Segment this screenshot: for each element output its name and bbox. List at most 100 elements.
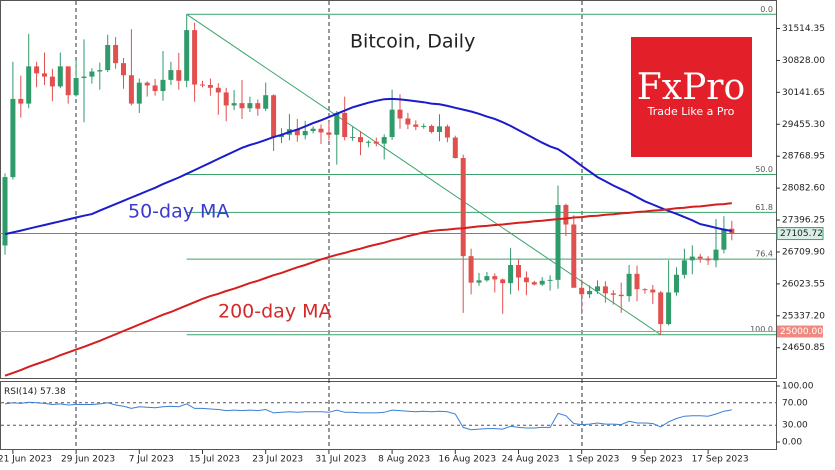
candle-body xyxy=(531,282,537,285)
rsi-tick-label: 100.00 xyxy=(782,382,814,392)
candle-body xyxy=(508,264,514,284)
rsi-last: 57.38 xyxy=(40,387,66,397)
candle-body xyxy=(152,85,158,92)
candle-body xyxy=(650,289,656,293)
fib-label: 76.4 xyxy=(755,250,773,259)
candle-body xyxy=(397,109,403,119)
x-tick-label: 23 Jul 2023 xyxy=(252,455,303,465)
candle-body xyxy=(334,112,340,135)
candle-body xyxy=(476,280,482,283)
candle-body xyxy=(42,73,47,77)
candle-body xyxy=(523,277,529,283)
candle-body xyxy=(207,84,213,88)
ma-label: 200-day MA xyxy=(218,301,332,323)
candle-body xyxy=(255,103,261,109)
candle-body xyxy=(192,30,198,85)
candle-body xyxy=(634,273,640,290)
candle-body xyxy=(302,131,308,136)
candle-body xyxy=(97,70,103,72)
x-tick-label: 24 Aug 2023 xyxy=(502,455,560,465)
candle-body xyxy=(681,260,687,275)
candle-body xyxy=(271,95,277,138)
candle-body xyxy=(105,44,111,71)
candle-body xyxy=(674,274,679,293)
rsi-name: RSI(14) xyxy=(4,387,37,397)
candle-body xyxy=(579,287,585,295)
y-tick-label: 24650.85 xyxy=(782,343,825,353)
logo-box xyxy=(631,37,752,157)
candle-body xyxy=(160,79,166,92)
alert-label: 25000.00 xyxy=(780,327,823,337)
candle-body xyxy=(184,30,190,81)
ma-line xyxy=(4,202,732,377)
candle-body xyxy=(729,228,735,234)
candle-body xyxy=(342,112,348,138)
candle-body xyxy=(666,292,672,325)
candle-body xyxy=(350,137,356,139)
rsi-tick-label: 70.00 xyxy=(782,398,808,408)
candle-body xyxy=(642,289,648,291)
rsi-line xyxy=(4,401,732,431)
candle-body xyxy=(555,204,561,280)
fib-label: 100.0 xyxy=(750,325,773,334)
candle-body xyxy=(539,280,545,285)
candle-body xyxy=(263,95,269,109)
x-tick-label: 9 Sep 2023 xyxy=(631,455,682,465)
candle-body xyxy=(429,125,435,132)
y-tick-label: 31514.35 xyxy=(782,24,825,34)
candle-body xyxy=(34,66,40,74)
y-tick-label: 30141.65 xyxy=(782,88,825,98)
x-tick-label: 7 Jul 2023 xyxy=(129,455,174,465)
candle-body xyxy=(247,103,253,109)
candle-body xyxy=(200,84,205,86)
y-tick-label: 30828.00 xyxy=(782,56,825,66)
x-tick-label: 31 Jul 2023 xyxy=(315,455,366,465)
candle-body xyxy=(365,141,371,143)
x-tick-label: 16 Aug 2023 xyxy=(438,455,496,465)
candle-body xyxy=(223,92,229,106)
logo-brand: FxPro xyxy=(637,67,745,108)
candle-body xyxy=(2,177,8,246)
candle-body xyxy=(658,292,664,325)
alert-label-box xyxy=(777,325,823,338)
candle-body xyxy=(113,44,119,64)
candle-body xyxy=(358,137,363,143)
x-tick-label: 1 Sep 2023 xyxy=(568,455,619,465)
candle-body xyxy=(373,141,379,144)
candle-body xyxy=(444,126,450,138)
candle-body xyxy=(547,279,553,281)
candle-body xyxy=(721,228,727,250)
price-label: 27105.72 xyxy=(780,229,823,239)
candle-body xyxy=(468,256,474,283)
candle-body xyxy=(405,118,411,125)
fib-label: 0.0 xyxy=(760,5,773,14)
candle-body xyxy=(705,258,711,261)
candle-body xyxy=(618,294,624,297)
candle-body xyxy=(144,82,150,86)
candle-body xyxy=(516,264,521,278)
x-tick-label: 29 Jun 2023 xyxy=(61,455,115,465)
y-tick-label: 28768.95 xyxy=(782,152,825,162)
candle-body xyxy=(689,256,695,261)
candle-body xyxy=(437,126,442,132)
candle-body xyxy=(602,286,608,294)
x-tick-label: 15 Jul 2023 xyxy=(189,455,240,465)
rsi-tick-label: 30.00 xyxy=(782,421,808,431)
price-label-box xyxy=(776,227,824,241)
candle-body xyxy=(713,249,719,261)
candle-body xyxy=(326,132,332,135)
y-tick-label: 25337.20 xyxy=(782,311,825,321)
candle-body xyxy=(176,70,182,81)
candle-body xyxy=(389,109,395,138)
x-tick-label: 8 Aug 2023 xyxy=(378,455,430,465)
candle-body xyxy=(318,128,324,133)
y-tick-label: 27396.25 xyxy=(782,216,825,226)
candle-body xyxy=(413,124,419,127)
candle-body xyxy=(571,224,577,288)
candle-body xyxy=(421,125,427,127)
rsi-panel xyxy=(0,381,777,450)
y-tick-label: 28082.60 xyxy=(782,184,825,194)
candle-body xyxy=(587,291,593,295)
period-separators xyxy=(75,1,583,449)
